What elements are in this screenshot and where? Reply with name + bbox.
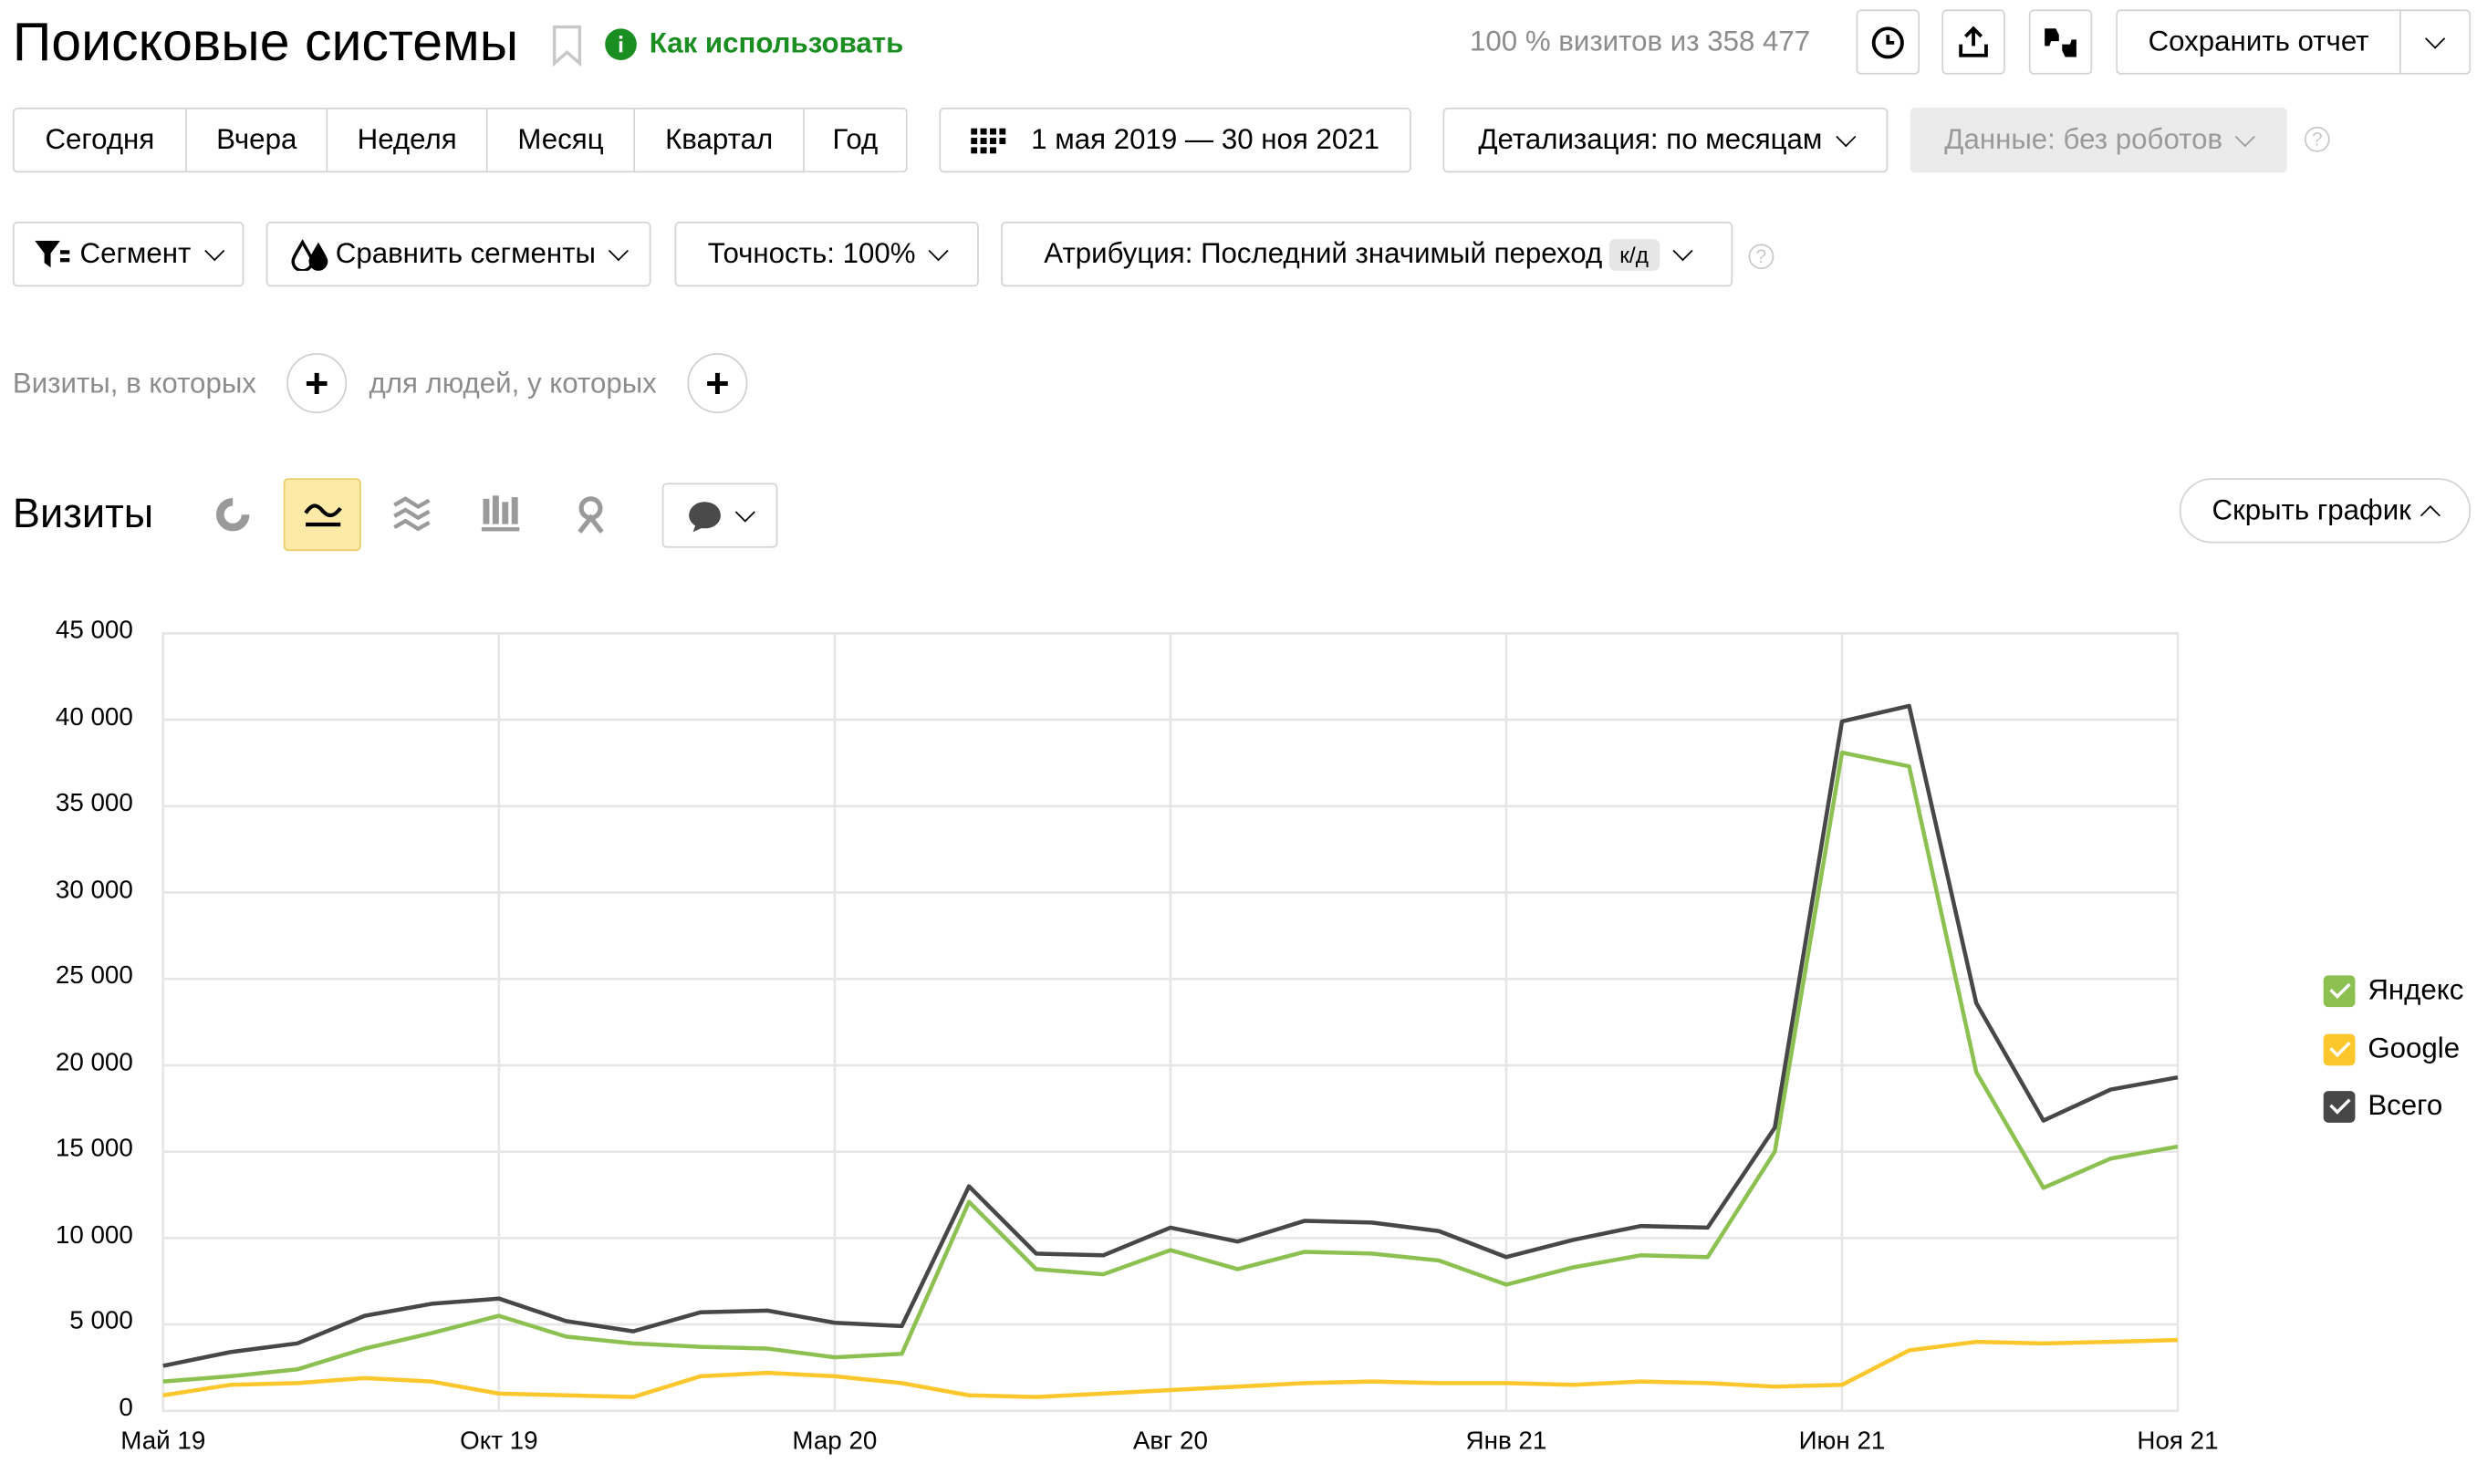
- comment-icon: [689, 501, 721, 532]
- accuracy-label: Точность: 100%: [707, 237, 916, 270]
- calendar-icon: [971, 127, 1006, 153]
- visits-share-text: 100 % визитов из 358 477: [1470, 25, 1811, 57]
- y-tick-label: 15 000: [55, 1136, 133, 1163]
- y-tick-label: 40 000: [55, 703, 133, 732]
- share-icon: [1959, 25, 1988, 57]
- x-tick-label: Янв 21: [1465, 1427, 1547, 1456]
- people-filter-label: для людей, у которых: [369, 367, 657, 400]
- x-tick-label: Июн 21: [1798, 1427, 1886, 1456]
- export-button[interactable]: [1941, 9, 2005, 75]
- pie-chart-icon[interactable]: [213, 495, 252, 541]
- checkbox-icon: [2323, 974, 2356, 1007]
- y-tick-label: 5 000: [69, 1308, 133, 1336]
- info-icon: [605, 28, 637, 67]
- attribution-label: Атрибуция: Последний значимый переход: [1044, 237, 1603, 270]
- save-report-label: Сохранить отчет: [2148, 25, 2369, 57]
- x-tick-label: Мар 20: [792, 1427, 878, 1456]
- filter-icon: [35, 240, 71, 267]
- period-month[interactable]: Месяц: [487, 108, 636, 173]
- period-week[interactable]: Неделя: [328, 108, 488, 173]
- bar-chart-icon[interactable]: [481, 494, 520, 540]
- series-line-0: [162, 750, 2179, 1384]
- help-icon[interactable]: ?: [1748, 244, 1774, 270]
- detail-label: Детализация: по месяцам: [1478, 123, 1823, 156]
- x-tick-label: Окт 19: [460, 1427, 538, 1456]
- history-button[interactable]: [1856, 9, 1920, 75]
- annotations-dropdown[interactable]: [661, 483, 778, 548]
- clock-icon: [1871, 26, 1904, 58]
- compare-segments-dropdown[interactable]: Сравнить сегменты: [265, 222, 651, 287]
- legend-label: Всего: [2368, 1089, 2443, 1122]
- thumbs-icon: [2045, 27, 2076, 57]
- save-report-dropdown[interactable]: [2399, 9, 2472, 75]
- period-today[interactable]: Сегодня: [12, 108, 187, 173]
- visits-filter-label: Визиты, в которых: [12, 367, 256, 400]
- y-tick-label: 25 000: [55, 962, 133, 991]
- y-tick-label: 0: [119, 1395, 133, 1422]
- period-year[interactable]: Год: [804, 108, 908, 173]
- segment-label: Сегмент: [79, 237, 192, 270]
- add-visits-filter-button[interactable]: +: [286, 353, 348, 414]
- y-tick-label: 10 000: [55, 1221, 133, 1250]
- y-tick-label: 30 000: [55, 877, 133, 904]
- data-filter-dropdown[interactable]: Данные: без роботов: [1910, 108, 2287, 173]
- detail-dropdown[interactable]: Детализация: по месяцам: [1442, 108, 1889, 173]
- period-quarter[interactable]: Квартал: [635, 108, 805, 173]
- y-tick-label: 20 000: [55, 1049, 133, 1077]
- help-icon[interactable]: ?: [2304, 126, 2330, 152]
- drops-icon: [291, 238, 328, 270]
- plus-icon: +: [705, 358, 730, 407]
- accuracy-dropdown[interactable]: Точность: 100%: [674, 222, 979, 287]
- x-tick-label: Ноя 21: [2137, 1427, 2219, 1456]
- line-chart-icon: [303, 503, 341, 527]
- page-title: Поисковые системы: [12, 12, 519, 73]
- compare-segments-label: Сравнить сегменты: [335, 237, 596, 270]
- x-tick-label: Май 19: [120, 1427, 206, 1456]
- date-range-picker[interactable]: 1 мая 2019 — 30 ноя 2021: [939, 108, 1411, 173]
- attribution-badge: к/д: [1608, 238, 1660, 270]
- legend-item-total[interactable]: Всего: [2323, 1089, 2443, 1122]
- period-yesterday[interactable]: Вчера: [186, 108, 328, 173]
- add-people-filter-button[interactable]: +: [687, 353, 748, 414]
- hide-chart-label: Скрыть график: [2212, 493, 2411, 526]
- y-axis-labels: 45 000 40 000 35 000 30 000 25 000 20 000 15 0…: [0, 0, 133, 1482]
- date-range-label: 1 мая 2019 — 30 ноя 2021: [1031, 123, 1380, 156]
- stacked-area-icon[interactable]: [393, 495, 432, 541]
- x-tick-label: Авг 20: [1132, 1427, 1208, 1456]
- hide-chart-button[interactable]: Скрыть график: [2179, 478, 2472, 544]
- y-tick-label: 45 000: [55, 617, 133, 645]
- plus-icon: +: [305, 358, 329, 407]
- chart-title: Визиты: [12, 489, 154, 537]
- series-line-1: [162, 1337, 2179, 1399]
- y-tick-label: 35 000: [55, 790, 133, 817]
- legend-item-yandex[interactable]: Яндекс: [2323, 973, 2464, 1007]
- bookmark-icon[interactable]: [551, 25, 583, 75]
- checkbox-icon: [2323, 1090, 2356, 1122]
- save-report-button[interactable]: Сохранить отчет: [2116, 9, 2401, 75]
- segment-dropdown[interactable]: Сегмент: [12, 222, 245, 287]
- legend-label: Яндекс: [2368, 973, 2464, 1006]
- data-filter-label: Данные: без роботов: [1944, 123, 2223, 156]
- series-line-2: [162, 703, 2179, 1368]
- line-chart-tab[interactable]: [283, 478, 361, 552]
- checkbox-icon: [2323, 1033, 2356, 1065]
- legend-label: Google: [2368, 1032, 2461, 1064]
- how-to-use-link[interactable]: Как использовать: [649, 26, 904, 59]
- legend-item-google[interactable]: Google: [2323, 1032, 2461, 1065]
- map-pin-icon[interactable]: [573, 494, 608, 544]
- attribution-dropdown[interactable]: Атрибуция: Последний значимый переход к/…: [1001, 222, 1733, 287]
- feedback-button[interactable]: [2028, 9, 2093, 75]
